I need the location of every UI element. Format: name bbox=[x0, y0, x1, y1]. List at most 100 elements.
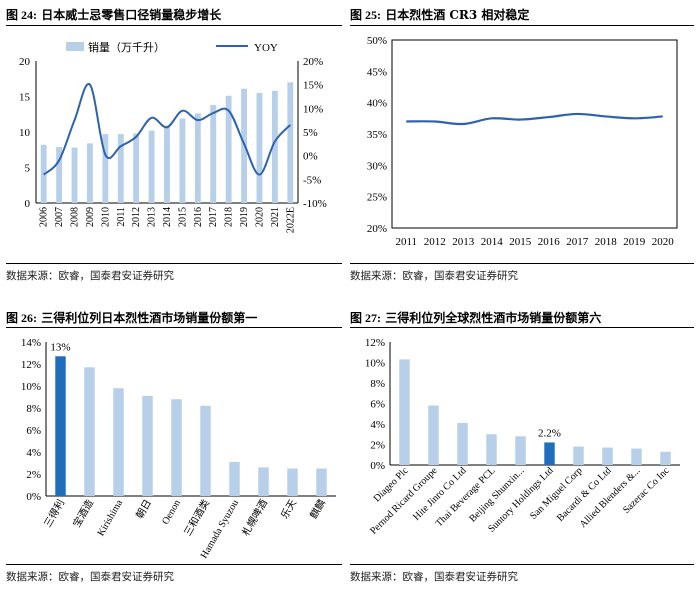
chart-fig26: 0% 2% 4% 6% 8% 10% 12% 14% 13% 三得利 宝酒造 Kirishima 朝日 O… bbox=[21, 337, 336, 561]
x-tick-label: 2013 bbox=[147, 207, 158, 227]
y-tick-label: 0% bbox=[26, 491, 41, 503]
bar bbox=[457, 422, 468, 465]
bar bbox=[660, 451, 671, 465]
x-tick-label: 2017 bbox=[208, 207, 219, 227]
x-tick-label: 2018 bbox=[595, 236, 618, 248]
bottom-rule bbox=[6, 564, 342, 565]
y-tick-right-label: 15% bbox=[303, 80, 323, 92]
bar bbox=[229, 461, 240, 496]
x-tick-label: 2012 bbox=[131, 207, 142, 227]
bar bbox=[631, 448, 642, 465]
x-tick-label: 2020 bbox=[254, 207, 265, 227]
y-tick-right-label: 5% bbox=[303, 127, 318, 139]
y-tick-label: 25% bbox=[367, 192, 387, 204]
data-label: 2.2% bbox=[538, 427, 561, 439]
panel-title: 图 26: 三得利位列日本烈性酒市场销量份额第一 bbox=[6, 309, 257, 326]
y-tick-right-label: -10% bbox=[303, 198, 327, 210]
source-note: 数据来源：欧睿，国泰君安证券研究 bbox=[6, 571, 174, 583]
bar-sales bbox=[71, 147, 78, 203]
bar-sales bbox=[117, 134, 124, 203]
y-tick-label: 35% bbox=[367, 129, 387, 141]
y-tick-right-label: 20% bbox=[303, 56, 323, 68]
figure-title: 三得利位列日本烈性酒市场销量份额第一 bbox=[41, 311, 258, 325]
y-tick-label: 50% bbox=[367, 35, 387, 47]
bar bbox=[515, 436, 526, 465]
y-tick-label: 2% bbox=[26, 469, 41, 481]
y-tick-label: 20% bbox=[367, 223, 387, 235]
bar-sales bbox=[210, 105, 217, 203]
legend-swatch-sales bbox=[66, 42, 84, 51]
y-tick-left-label: 5 bbox=[25, 163, 31, 175]
y-tick-left-label: 0 bbox=[25, 198, 31, 210]
bar bbox=[200, 405, 211, 496]
yoy-line bbox=[43, 83, 292, 176]
x-tick-label: 2016 bbox=[193, 207, 204, 227]
bar bbox=[171, 399, 182, 496]
bar bbox=[602, 447, 613, 465]
x-tick-label: 2011 bbox=[116, 207, 127, 227]
figure-number: 图 24: bbox=[6, 8, 37, 22]
x-tick-label: 2012 bbox=[424, 236, 446, 248]
panel-fig24: 图 24: 日本威士忌零售口径销量稳步增长 0 5 10 15 20 -10% -5% 0% 5… bbox=[6, 0, 342, 290]
x-tick-label: Oenon bbox=[160, 498, 183, 527]
y-tick-label: 6% bbox=[370, 399, 385, 411]
y-tick-label: 12% bbox=[365, 337, 385, 349]
y-tick-label: 8% bbox=[370, 378, 385, 390]
bar bbox=[287, 468, 298, 496]
chart-fig24: 0 5 10 15 20 -10% -5% 0% 5% 10% 15% 20% 2006 2007 2008… bbox=[19, 40, 327, 233]
bar bbox=[573, 446, 584, 465]
plot-frame bbox=[391, 39, 678, 229]
y-tick-label: 30% bbox=[367, 160, 387, 172]
bar-sales bbox=[87, 143, 93, 203]
x-tick-label: 2006 bbox=[39, 207, 50, 227]
x-tick-label: 2014 bbox=[162, 207, 173, 227]
figure-title: 三得利位列全球烈性酒市场销量份额第六 bbox=[385, 311, 602, 325]
x-tick-label: 2014 bbox=[481, 236, 504, 248]
panel-fig27: 图 27: 三得利位列全球烈性酒市场销量份额第六 0% 2% 4% 6% 8% 10% 12… bbox=[350, 305, 694, 589]
bar bbox=[84, 367, 95, 496]
figure-number: 图 27: bbox=[350, 311, 381, 325]
x-tick-label: 2018 bbox=[224, 207, 235, 227]
y-tick-label: 4% bbox=[370, 419, 385, 431]
bar-sales bbox=[102, 134, 109, 203]
cr3-line bbox=[406, 112, 663, 126]
bar-highlight bbox=[544, 442, 555, 465]
bar-sales bbox=[271, 90, 278, 203]
bottom-rule bbox=[350, 263, 694, 264]
x-tick-label: 宝酒造 bbox=[70, 497, 96, 529]
x-tick-label: 三和酒类 bbox=[181, 497, 212, 538]
bar bbox=[486, 434, 497, 465]
y-tick-left-label: 20 bbox=[19, 56, 31, 68]
bar-sales bbox=[194, 113, 201, 203]
panel-title: 图 27: 三得利位列全球烈性酒市场销量份额第六 bbox=[350, 309, 601, 326]
x-tick-label: 2019 bbox=[623, 236, 646, 248]
y-tick-label: 14% bbox=[21, 337, 41, 349]
y-tick-right-label: 0% bbox=[303, 151, 318, 163]
y-tick-label: 2% bbox=[370, 440, 385, 452]
x-tick-label: 2008 bbox=[70, 207, 81, 227]
x-tick-label: 朝日 bbox=[134, 498, 154, 521]
y-tick-label: 10% bbox=[365, 358, 385, 370]
legend-label-sales: 销量（万千升） bbox=[88, 40, 165, 54]
x-tick-label: 麒麟 bbox=[307, 497, 328, 521]
y-tick-label: 45% bbox=[367, 66, 387, 78]
panel-fig25: 图 25: 日本烈性酒 CR3 相对稳定 20% 25% 30% 35% 40% 45% 5… bbox=[350, 0, 694, 290]
x-tick-label: 2011 bbox=[395, 236, 417, 248]
y-tick-right-label: -5% bbox=[303, 174, 321, 186]
panel-fig26: 图 26: 三得利位列日本烈性酒市场销量份额第一 0% 2% 4% 6% 8% 10% 12… bbox=[6, 305, 342, 589]
x-tick-label: 札幌啤酒 bbox=[239, 497, 270, 538]
x-tick-label: 2010 bbox=[100, 207, 111, 227]
bar bbox=[258, 467, 269, 496]
bar-sales bbox=[164, 125, 170, 203]
figure-title: 日本烈性酒 CR3 相对稳定 bbox=[385, 8, 530, 22]
x-tick-label: 2021 bbox=[270, 207, 281, 227]
x-tick-label: 三得利 bbox=[42, 498, 67, 530]
legend-label-yoy: YOY bbox=[254, 42, 278, 54]
y-tick-label: 4% bbox=[26, 447, 41, 459]
y-tick-left-label: 15 bbox=[19, 92, 31, 104]
x-tick-label: 2016 bbox=[538, 236, 561, 248]
figure-title: 日本威士忌零售口径销量稳步增长 bbox=[41, 8, 222, 22]
bar-sales bbox=[287, 82, 294, 203]
bottom-rule bbox=[6, 263, 342, 264]
